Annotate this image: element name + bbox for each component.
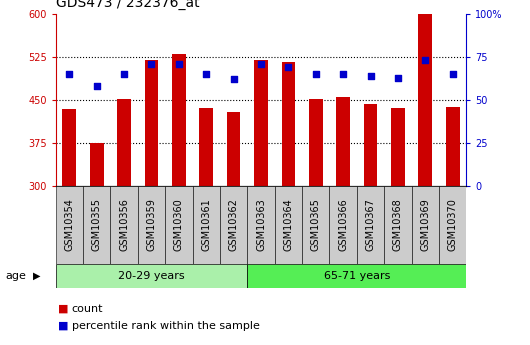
Text: GSM10355: GSM10355 — [92, 198, 102, 251]
Point — [202, 71, 210, 77]
Bar — [220, 186, 248, 264]
Point — [147, 61, 156, 67]
Point — [257, 61, 265, 67]
Text: GSM10364: GSM10364 — [284, 198, 294, 251]
Point — [421, 58, 430, 63]
Bar — [192, 186, 220, 264]
Bar — [364, 104, 377, 186]
Point — [312, 71, 320, 77]
Text: age: age — [5, 271, 26, 281]
Text: GSM10359: GSM10359 — [146, 198, 156, 251]
Text: GSM10365: GSM10365 — [311, 198, 321, 251]
Point — [284, 65, 293, 70]
Text: percentile rank within the sample: percentile rank within the sample — [72, 321, 259, 331]
Bar — [63, 109, 76, 186]
Bar — [309, 99, 323, 186]
Text: 65-71 years: 65-71 years — [324, 271, 390, 281]
Point — [339, 71, 348, 77]
Bar — [330, 186, 357, 264]
Bar — [138, 186, 165, 264]
Bar — [357, 186, 384, 264]
Point — [394, 75, 402, 80]
Bar — [199, 108, 213, 186]
Bar — [446, 107, 460, 186]
Text: ■: ■ — [58, 304, 69, 314]
Bar — [248, 264, 466, 288]
Bar — [391, 108, 405, 186]
Text: GSM10363: GSM10363 — [256, 198, 266, 251]
Text: GSM10362: GSM10362 — [228, 198, 239, 251]
Bar — [117, 99, 131, 186]
Text: GSM10366: GSM10366 — [338, 198, 348, 251]
Bar — [281, 61, 295, 186]
Bar — [227, 111, 241, 186]
Bar — [384, 186, 412, 264]
Bar — [56, 264, 248, 288]
Point — [366, 73, 375, 79]
Bar — [110, 186, 138, 264]
Point — [448, 71, 457, 77]
Bar — [83, 186, 110, 264]
Point — [65, 71, 74, 77]
Text: 20-29 years: 20-29 years — [118, 271, 185, 281]
Text: GDS473 / 232376_at: GDS473 / 232376_at — [56, 0, 199, 10]
Text: GSM10370: GSM10370 — [448, 198, 458, 251]
Point — [229, 77, 238, 82]
Text: GSM10369: GSM10369 — [420, 198, 430, 251]
Text: ■: ■ — [58, 321, 69, 331]
Text: GSM10368: GSM10368 — [393, 198, 403, 251]
Bar — [145, 60, 158, 186]
Text: GSM10361: GSM10361 — [201, 198, 211, 251]
Point — [175, 61, 183, 67]
Bar — [172, 54, 185, 186]
Bar — [165, 186, 192, 264]
Bar — [419, 14, 432, 186]
Text: ▶: ▶ — [33, 271, 41, 281]
Bar — [254, 60, 268, 186]
Text: GSM10354: GSM10354 — [64, 198, 74, 251]
Point — [92, 83, 101, 89]
Bar — [302, 186, 330, 264]
Bar — [275, 186, 302, 264]
Text: GSM10356: GSM10356 — [119, 198, 129, 251]
Text: GSM10360: GSM10360 — [174, 198, 184, 251]
Bar — [248, 186, 275, 264]
Point — [120, 71, 128, 77]
Bar — [56, 186, 83, 264]
Text: GSM10367: GSM10367 — [366, 198, 376, 251]
Bar — [90, 143, 103, 186]
Text: count: count — [72, 304, 103, 314]
Bar — [412, 186, 439, 264]
Bar — [439, 186, 466, 264]
Bar — [337, 97, 350, 186]
